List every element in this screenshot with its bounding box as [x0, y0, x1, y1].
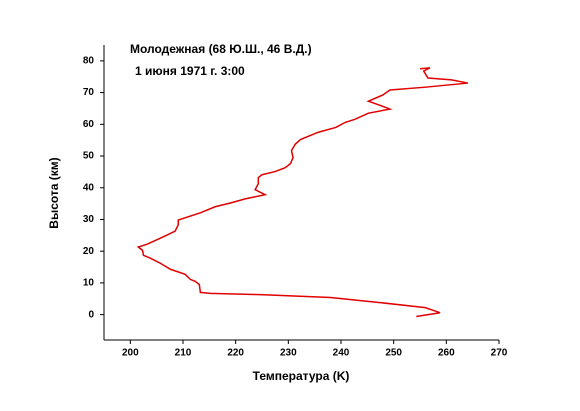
x-tick-label: 230 — [280, 348, 297, 359]
y-tick-label: 40 — [83, 182, 95, 193]
data-line — [136, 67, 469, 318]
y-tick-label: 50 — [83, 151, 95, 162]
x-axis-label: Температура (K) — [253, 369, 350, 383]
x-tick-label: 260 — [438, 348, 455, 359]
y-tick-label: 20 — [83, 246, 95, 257]
x-tick-label: 270 — [491, 348, 508, 359]
y-tick-label: 30 — [83, 214, 95, 225]
x-tick-label: 250 — [385, 348, 402, 359]
y-axis-label: Высота (км) — [47, 157, 61, 228]
x-tick-label: 220 — [227, 348, 244, 359]
y-tick-label: 0 — [88, 309, 94, 320]
y-tick-label: 10 — [83, 278, 95, 289]
chart-subtitle: 1 июня 1971 г. 3:00 — [135, 64, 245, 78]
y-tick-label: 60 — [83, 119, 95, 130]
x-tick-label: 200 — [122, 348, 139, 359]
x-tick-label: 240 — [333, 348, 350, 359]
x-tick-label: 210 — [175, 348, 192, 359]
chart-title: Молодежная (68 Ю.Ш., 46 В.Д.) — [130, 42, 312, 56]
y-tick-label: 70 — [83, 87, 95, 98]
y-tick-label: 80 — [83, 56, 95, 67]
